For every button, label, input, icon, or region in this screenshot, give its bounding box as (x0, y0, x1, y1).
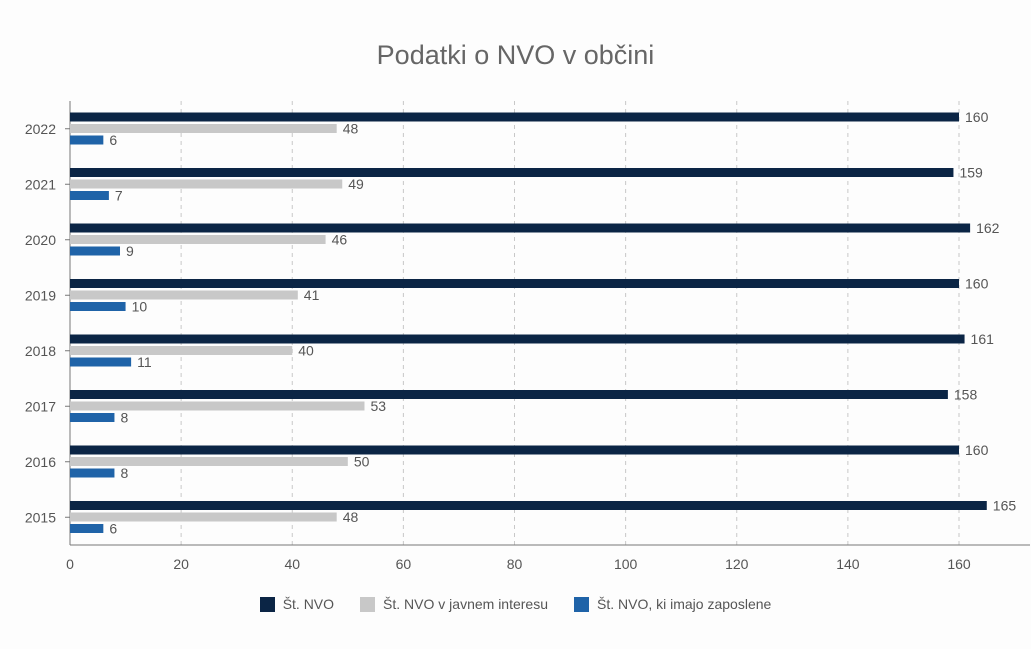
data-label-st-nvo-2022: 160 (965, 109, 989, 125)
legend-item-st-nvo[interactable]: Št. NVO (259, 596, 335, 612)
bar-st-nvo-v-javnem-interesu-2019 (70, 290, 298, 300)
data-label-st-nvo-2017: 158 (954, 387, 978, 403)
legend-label-zaposlene: Št. NVO, ki imajo zaposlene (597, 596, 772, 612)
data-label-st-nvo-ki-imajo-zaposlene-2019: 10 (132, 299, 148, 315)
x-tick-label-100: 100 (614, 556, 638, 572)
bar-st-nvo-2015 (70, 501, 987, 510)
data-label-st-nvo-v-javnem-interesu-2022: 48 (343, 121, 359, 137)
data-label-st-nvo-ki-imajo-zaposlene-2015: 6 (109, 521, 117, 537)
bar-st-nvo-ki-imajo-zaposlene-2022 (70, 135, 104, 145)
bar-st-nvo-ki-imajo-zaposlene-2021 (70, 191, 109, 200)
data-label-st-nvo-v-javnem-interesu-2015: 48 (343, 509, 359, 525)
bar-st-nvo-ki-imajo-zaposlene-2019 (70, 302, 126, 311)
y-tick-label-2018: 2018 (25, 343, 56, 359)
data-label-st-nvo-ki-imajo-zaposlene-2016: 8 (120, 465, 128, 481)
x-tick-label-80: 80 (507, 556, 523, 572)
x-tick-label-60: 60 (396, 556, 412, 572)
y-tick-label-2017: 2017 (25, 398, 56, 414)
legend: Št. NVO Št. NVO v javnem interesu Št. NV… (0, 596, 1031, 612)
legend-item-zaposlene[interactable]: Št. NVO, ki imajo zaposlene (574, 596, 771, 612)
y-tick-label-2020: 2020 (25, 232, 56, 248)
data-label-st-nvo-2021: 159 (959, 165, 983, 181)
bar-st-nvo-v-javnem-interesu-2020 (70, 235, 326, 244)
data-label-st-nvo-2016: 160 (965, 442, 989, 458)
y-tick-label-2015: 2015 (25, 509, 56, 525)
bar-st-nvo-ki-imajo-zaposlene-2017 (70, 413, 115, 422)
x-tick-label-140: 140 (836, 556, 860, 572)
data-label-st-nvo-v-javnem-interesu-2021: 49 (348, 176, 364, 192)
bar-st-nvo-v-javnem-interesu-2016 (70, 457, 348, 466)
data-label-st-nvo-v-javnem-interesu-2016: 50 (354, 454, 370, 470)
legend-swatch-zaposlene (574, 596, 589, 612)
bar-st-nvo-2018 (70, 334, 965, 344)
data-label-st-nvo-ki-imajo-zaposlene-2021: 7 (115, 188, 123, 204)
bar-st-nvo-v-javnem-interesu-2022 (70, 124, 337, 133)
bar-st-nvo-2016 (70, 445, 959, 455)
legend-swatch-javni-interes (360, 596, 376, 612)
data-label-st-nvo-2020: 162 (976, 220, 1000, 236)
y-tick-label-2022: 2022 (25, 121, 56, 137)
y-tick-label-2016: 2016 (25, 454, 56, 470)
x-tick-label-120: 120 (725, 556, 749, 572)
x-tick-label-160: 160 (947, 556, 971, 572)
data-label-st-nvo-ki-imajo-zaposlene-2022: 6 (109, 132, 117, 148)
legend-label-javni-interes: Št. NVO v javnem interesu (383, 596, 548, 612)
legend-item-javni-interes[interactable]: Št. NVO v javnem interesu (360, 596, 548, 612)
data-label-st-nvo-v-javnem-interesu-2020: 46 (332, 232, 348, 248)
data-label-st-nvo-v-javnem-interesu-2017: 53 (370, 398, 386, 414)
bar-st-nvo-v-javnem-interesu-2021 (70, 179, 343, 189)
data-label-st-nvo-ki-imajo-zaposlene-2018: 11 (137, 354, 152, 370)
bar-st-nvo-ki-imajo-zaposlene-2016 (70, 468, 115, 478)
bar-st-nvo-ki-imajo-zaposlene-2020 (70, 246, 121, 256)
y-tick-label-2021: 2021 (25, 176, 56, 192)
data-label-st-nvo-v-javnem-interesu-2019: 41 (304, 287, 320, 303)
bar-st-nvo-2019 (70, 279, 959, 288)
data-label-st-nvo-ki-imajo-zaposlene-2017: 8 (120, 410, 128, 426)
bar-st-nvo-v-javnem-interesu-2018 (70, 346, 293, 355)
legend-swatch-st-nvo (259, 596, 275, 612)
bar-st-nvo-v-javnem-interesu-2015 (70, 512, 337, 522)
bar-st-nvo-ki-imajo-zaposlene-2018 (70, 357, 132, 367)
bar-st-nvo-2021 (70, 168, 954, 177)
bar-st-nvo-2022 (70, 112, 959, 122)
bar-st-nvo-ki-imajo-zaposlene-2015 (70, 524, 104, 533)
bar-st-nvo-2017 (70, 390, 948, 399)
y-tick-label-2019: 2019 (25, 287, 56, 303)
bar-st-nvo-2020 (70, 223, 971, 233)
data-label-st-nvo-v-javnem-interesu-2018: 40 (298, 343, 314, 359)
bar-st-nvo-v-javnem-interesu-2017 (70, 401, 365, 411)
x-tick-label-40: 40 (284, 556, 300, 572)
data-label-st-nvo-2018: 161 (971, 331, 995, 347)
legend-label-st-nvo: Št. NVO (282, 596, 335, 612)
x-tick-label-20: 20 (173, 556, 189, 572)
x-tick-label-0: 0 (66, 556, 74, 572)
data-label-st-nvo-2019: 160 (965, 276, 989, 292)
chart-title: Podatki o NVO v občini (376, 40, 655, 70)
data-label-st-nvo-2015: 165 (993, 498, 1017, 514)
data-label-st-nvo-ki-imajo-zaposlene-2020: 9 (126, 243, 134, 259)
